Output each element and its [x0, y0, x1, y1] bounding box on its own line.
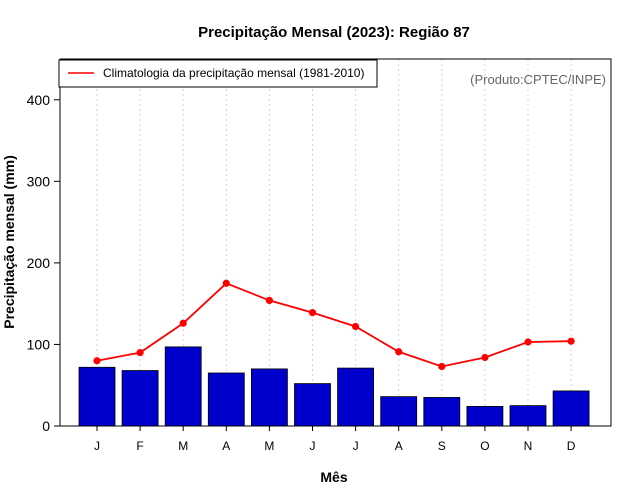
x-tick-label-9: O — [480, 439, 489, 453]
bar-series — [78, 346, 590, 427]
x-tick-label-4: M — [264, 439, 274, 453]
bar-8 — [423, 397, 461, 427]
bar-6 — [337, 367, 375, 427]
climatology-point-6 — [352, 322, 360, 331]
x-tick-label-2: M — [178, 439, 188, 453]
climatology-point-7 — [395, 348, 403, 356]
y-tick-label-2: 200 — [27, 255, 51, 271]
climatology-line — [96, 282, 572, 368]
x-tick-label-8: S — [438, 439, 446, 453]
bar-9 — [466, 406, 504, 427]
climatology-point-8 — [438, 362, 446, 371]
source-annotation: (Produto:CPTEC/INPE) — [470, 72, 606, 87]
climatology-point-9 — [481, 353, 489, 362]
bar-10 — [509, 405, 547, 427]
climatology-point-3 — [222, 279, 230, 287]
x-tick-label-3: A — [222, 439, 230, 453]
y-tick-label-3: 300 — [27, 173, 51, 189]
bar-1 — [121, 370, 159, 427]
x-axis-title: Mês — [320, 469, 347, 485]
bar-11 — [552, 390, 590, 427]
x-tick-label-7: A — [395, 439, 403, 453]
bar-4 — [250, 368, 288, 427]
bar-7 — [380, 396, 418, 427]
climatology-point-2 — [179, 319, 187, 327]
legend: Climatologia da precipitação mensal (198… — [58, 59, 378, 88]
chart-title: Precipitação Mensal (2023): Região 87 — [198, 24, 470, 41]
bar-5 — [294, 383, 331, 427]
bar-2 — [164, 346, 202, 427]
y-tick-label-0: 0 — [42, 418, 50, 434]
y-tick-label-1: 100 — [27, 336, 51, 352]
climatology-point-0 — [93, 357, 101, 365]
plot-frame — [59, 58, 612, 427]
axes: 0 100 200 300 400 J F M A M J J A S O N D — [27, 58, 612, 453]
x-tick-label-5: J — [310, 439, 316, 453]
x-tick-label-11: D — [567, 439, 576, 453]
x-tick-label-0: J — [94, 439, 100, 453]
climatology-point-1 — [136, 349, 144, 357]
y-axis-title: Precipitação mensal (mm) — [1, 155, 17, 329]
climatology-point-11 — [567, 337, 575, 345]
climatology-point-10 — [524, 338, 532, 346]
climatology-series — [93, 279, 575, 371]
bar-0 — [78, 366, 116, 427]
legend-label-climatology: Climatologia da precipitação mensal (198… — [103, 66, 364, 80]
grid-lines — [96, 59, 572, 426]
x-tick-label-10: N — [524, 439, 533, 453]
x-tick-label-1: F — [136, 439, 143, 453]
climatology-point-5 — [308, 309, 317, 317]
x-tick-label-6: J — [353, 439, 359, 453]
bar-3 — [207, 372, 245, 427]
legend-box — [58, 59, 378, 88]
climatology-point-4 — [265, 296, 273, 305]
y-tick-label-4: 400 — [27, 92, 51, 108]
